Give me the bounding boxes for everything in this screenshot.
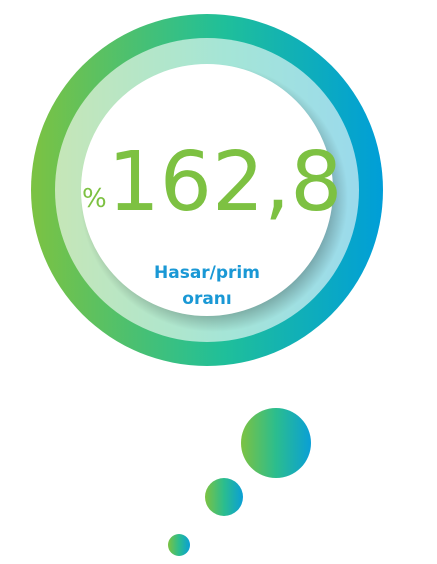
- metric-value: 162,8: [108, 135, 343, 230]
- percent-sign: %: [82, 184, 107, 214]
- metric-label-line: oranı: [182, 289, 231, 309]
- bubble: [168, 534, 190, 556]
- metric-label-line: Hasar/prim: [154, 263, 260, 283]
- bubble: [205, 478, 243, 516]
- bubble: [241, 408, 311, 478]
- inner-disc: [81, 64, 333, 316]
